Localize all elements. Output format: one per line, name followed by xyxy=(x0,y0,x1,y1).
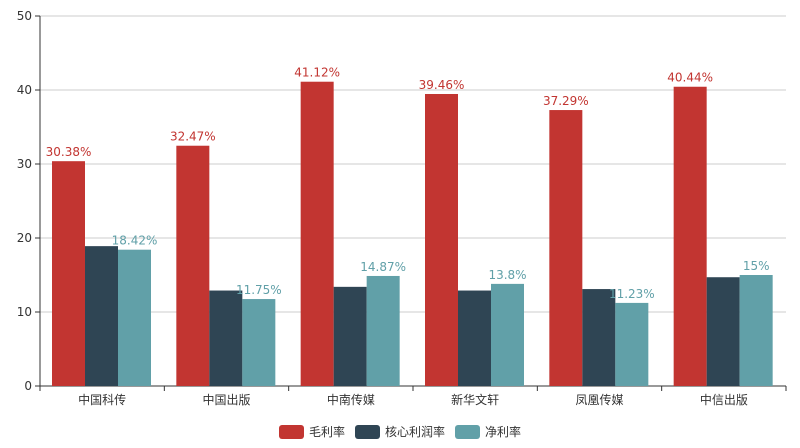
data-label: 39.46% xyxy=(419,78,465,92)
y-tick-label: 10 xyxy=(17,305,32,319)
legend-swatch xyxy=(279,425,304,439)
bar-gross-margin[interactable] xyxy=(425,93,458,386)
x-category-label: 凤凰传媒 xyxy=(575,392,623,407)
grid-lines xyxy=(40,15,786,313)
bar-gross-margin[interactable] xyxy=(549,110,583,386)
bar-net-margin[interactable] xyxy=(366,275,400,386)
axes: 0 10 20 30 40 50 中国科传 中国出版 中南传媒 新华文轩 凤凰传媒 中信出版 xyxy=(17,9,787,407)
bar-core-profit-margin[interactable] xyxy=(333,286,367,386)
x-category-label: 中南传媒 xyxy=(327,392,375,407)
data-label: 14.87% xyxy=(360,260,406,274)
bar-core-profit-margin[interactable] xyxy=(458,290,491,386)
bar-core-profit-margin[interactable] xyxy=(209,290,243,386)
data-label: 13.8% xyxy=(488,268,526,282)
bar-core-profit-margin[interactable] xyxy=(582,289,616,386)
bar-net-margin[interactable] xyxy=(242,299,276,386)
legend-swatch xyxy=(355,425,380,439)
x-category-label: 中信出版 xyxy=(700,392,748,407)
legend-swatch xyxy=(455,425,480,439)
legend-label: 毛利率 xyxy=(309,424,345,439)
data-label: 11.75% xyxy=(236,283,282,297)
bars xyxy=(52,81,773,386)
legend-label: 核心利润率 xyxy=(385,424,445,439)
data-label: 37.29% xyxy=(543,94,589,108)
bar-net-margin[interactable] xyxy=(739,275,773,386)
bar-net-margin[interactable] xyxy=(491,283,524,386)
data-label: 30.38% xyxy=(46,145,92,159)
y-tick-label: 40 xyxy=(17,83,32,97)
y-tick-label: 20 xyxy=(17,231,32,245)
legend[interactable]: 毛利率 核心利润率 净利率 xyxy=(279,424,521,439)
legend-label: 净利率 xyxy=(485,424,521,439)
data-labels: 30.38% 32.47% 41.12% 39.46% 37.29% 40.44% 18.4… xyxy=(46,66,770,301)
legend-item[interactable]: 毛利率 xyxy=(279,424,345,439)
data-label: 15% xyxy=(743,259,770,273)
y-tick-label: 30 xyxy=(17,157,32,171)
data-label: 18.42% xyxy=(112,234,158,248)
legend-item[interactable]: 净利率 xyxy=(455,424,521,439)
x-category-label: 中国出版 xyxy=(202,392,250,407)
bar-net-margin[interactable] xyxy=(118,249,151,386)
y-tick-label: 0 xyxy=(24,379,32,393)
bar-gross-margin[interactable] xyxy=(52,161,85,386)
x-category-label: 中国科传 xyxy=(78,392,126,407)
data-label: 11.23% xyxy=(609,287,655,301)
bar-gross-margin[interactable] xyxy=(176,145,210,386)
bar-net-margin[interactable] xyxy=(615,302,649,386)
bar-core-profit-margin[interactable] xyxy=(706,277,740,386)
legend-item[interactable]: 核心利润率 xyxy=(355,424,445,439)
bar-core-profit-margin[interactable] xyxy=(85,246,118,386)
data-label: 32.47% xyxy=(170,130,216,144)
data-label: 41.12% xyxy=(294,66,340,80)
data-label: 40.44% xyxy=(667,71,713,85)
x-category-label: 新华文轩 xyxy=(451,392,499,407)
y-tick-label: 50 xyxy=(17,9,32,23)
bar-gross-margin[interactable] xyxy=(300,81,334,386)
bar-gross-margin[interactable] xyxy=(673,86,707,386)
